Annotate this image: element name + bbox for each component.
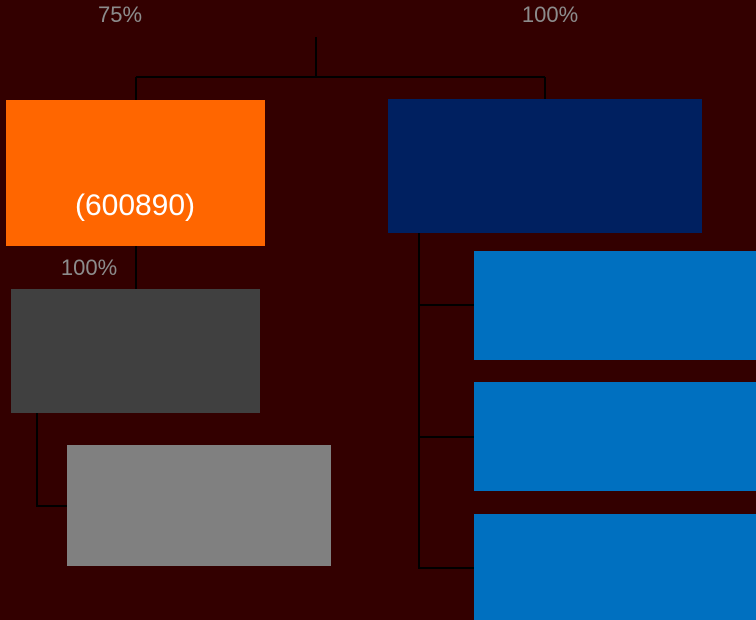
node-box <box>6 100 265 246</box>
node-box <box>11 289 260 413</box>
node-label: (600890) <box>75 189 195 222</box>
edge-label: 100% <box>522 2 578 27</box>
node-box <box>388 99 702 233</box>
node-box <box>67 445 331 566</box>
node-box <box>474 382 756 491</box>
node-box <box>474 251 756 360</box>
edge-label: 75% <box>98 2 142 27</box>
edge-label: 100% <box>61 255 117 280</box>
node-box <box>474 514 756 620</box>
